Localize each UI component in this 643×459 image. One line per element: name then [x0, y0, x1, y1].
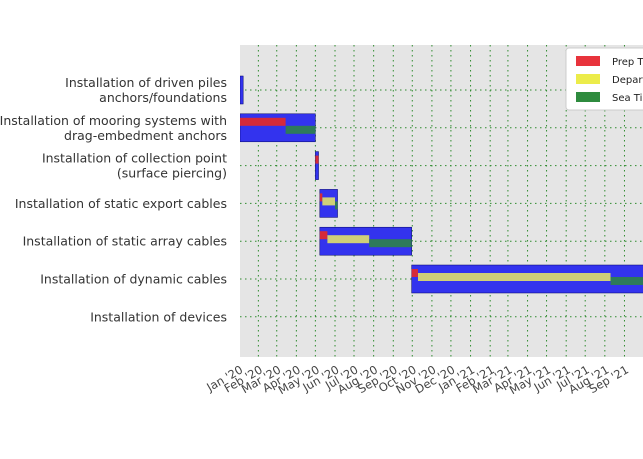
- legend-label: Sea Time: [612, 93, 643, 104]
- task-segment-prep: [319, 193, 323, 202]
- task-label: Installation of dynamic cables: [40, 272, 227, 287]
- task-label: anchors/foundations: [99, 90, 227, 105]
- task-label: (surface piercing): [117, 166, 227, 181]
- task-bar: [240, 75, 244, 105]
- task-label: Installation of devices: [90, 309, 227, 324]
- task-label: Installation of collection point: [42, 151, 227, 166]
- task-label: Installation of driven piles: [65, 75, 227, 90]
- task-label: Installation of mooring systems with: [0, 113, 227, 128]
- task-segment-prep: [315, 155, 319, 164]
- task-bar: [315, 151, 319, 180]
- task-segment-sea: [335, 201, 338, 210]
- task-label: Installation of static export cables: [15, 196, 227, 211]
- legend-label: Prep Time: [612, 57, 643, 68]
- task-segment-sea: [610, 277, 643, 285]
- task-label: Installation of static array cables: [23, 234, 227, 249]
- task-segment-departure: [322, 197, 336, 206]
- task-bars: [240, 75, 643, 294]
- task-segment-departure: [327, 235, 370, 244]
- x-tick-label: Sep '21: [587, 362, 631, 396]
- task-segment-departure: [417, 273, 611, 281]
- task-segment-sea: [285, 125, 316, 134]
- grid-lines: [240, 45, 643, 357]
- legend-swatch: [576, 92, 600, 102]
- task-segment-sea: [369, 239, 412, 248]
- task-segment-prep: [319, 231, 328, 240]
- legend: Prep Time Departure Sea Time: [565, 47, 643, 111]
- task-labels: Installation of driven pilesanchors/foun…: [0, 75, 227, 324]
- legend-swatch: [576, 74, 600, 84]
- task-segment-prep: [411, 269, 418, 277]
- legend-label: Departure: [612, 75, 643, 86]
- task-segment-prep: [240, 117, 286, 126]
- task-label: drag-embedment anchors: [64, 128, 227, 143]
- legend-swatch: [576, 56, 600, 66]
